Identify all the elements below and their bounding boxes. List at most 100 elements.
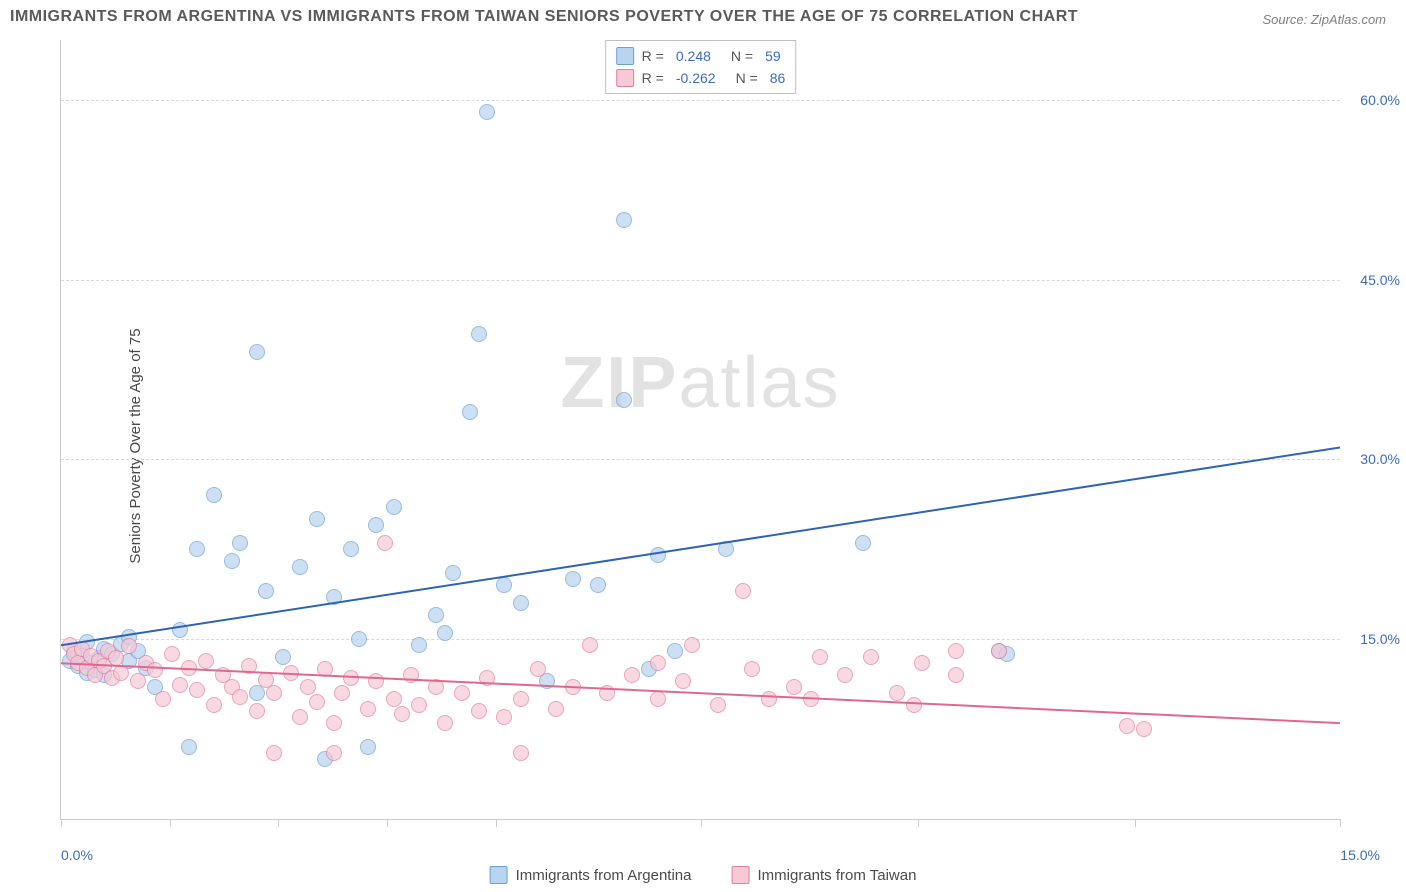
x-tick	[170, 819, 171, 827]
point-taiwan	[172, 677, 188, 693]
n-label: N =	[736, 70, 758, 86]
swatch-taiwan	[731, 866, 749, 884]
point-argentina	[479, 104, 495, 120]
legend-item-taiwan: Immigrants from Taiwan	[731, 866, 916, 884]
point-taiwan	[241, 658, 257, 674]
point-taiwan	[906, 697, 922, 713]
point-taiwan	[948, 667, 964, 683]
point-argentina	[351, 631, 367, 647]
point-argentina	[181, 739, 197, 755]
swatch-taiwan	[616, 69, 634, 87]
point-argentina	[206, 487, 222, 503]
series-legend: Immigrants from Argentina Immigrants fro…	[490, 866, 917, 884]
point-taiwan	[744, 661, 760, 677]
point-taiwan	[121, 638, 137, 654]
point-taiwan	[386, 691, 402, 707]
series-name-argentina: Immigrants from Argentina	[516, 867, 692, 884]
point-taiwan	[309, 694, 325, 710]
point-taiwan	[675, 673, 691, 689]
point-argentina	[292, 559, 308, 575]
point-taiwan	[300, 679, 316, 695]
point-taiwan	[189, 682, 205, 698]
point-argentina	[590, 577, 606, 593]
point-argentina	[616, 212, 632, 228]
watermark: ZIPatlas	[560, 342, 840, 424]
r-label: R =	[642, 48, 664, 64]
point-taiwan	[360, 701, 376, 717]
point-taiwan	[599, 685, 615, 701]
point-taiwan	[394, 706, 410, 722]
point-argentina	[513, 595, 529, 611]
point-taiwan	[582, 637, 598, 653]
gridline	[61, 639, 1340, 640]
point-taiwan	[1119, 718, 1135, 734]
series-name-taiwan: Immigrants from Taiwan	[757, 867, 916, 884]
point-taiwan	[496, 709, 512, 725]
point-argentina	[855, 535, 871, 551]
point-taiwan	[684, 637, 700, 653]
x-tick	[278, 819, 279, 827]
point-argentina	[386, 499, 402, 515]
point-taiwan	[326, 715, 342, 731]
point-argentina	[275, 649, 291, 665]
watermark-bold: ZIP	[560, 343, 678, 423]
point-taiwan	[548, 701, 564, 717]
point-taiwan	[1136, 721, 1152, 737]
point-taiwan	[837, 667, 853, 683]
point-taiwan	[650, 691, 666, 707]
point-argentina	[189, 541, 205, 557]
point-taiwan	[735, 583, 751, 599]
point-taiwan	[317, 661, 333, 677]
point-taiwan	[403, 667, 419, 683]
source-attribution: Source: ZipAtlas.com	[1262, 12, 1386, 27]
y-tick-label: 45.0%	[1360, 272, 1400, 288]
y-tick-label: 30.0%	[1360, 451, 1400, 467]
n-label: N =	[731, 48, 753, 64]
point-taiwan	[889, 685, 905, 701]
point-taiwan	[326, 745, 342, 761]
r-label: R =	[642, 70, 664, 86]
point-argentina	[326, 589, 342, 605]
point-taiwan	[377, 535, 393, 551]
correlation-chart: IMMIGRANTS FROM ARGENTINA VS IMMIGRANTS …	[0, 0, 1406, 892]
gridline	[61, 100, 1340, 101]
point-taiwan	[803, 691, 819, 707]
point-taiwan	[266, 745, 282, 761]
point-taiwan	[411, 697, 427, 713]
point-taiwan	[650, 655, 666, 671]
point-taiwan	[991, 643, 1007, 659]
point-taiwan	[266, 685, 282, 701]
point-argentina	[249, 344, 265, 360]
x-tick	[1340, 819, 1341, 827]
point-argentina	[224, 553, 240, 569]
x-tick	[61, 819, 62, 827]
correlation-legend: R = 0.248 N = 59 R = -0.262 N = 86	[605, 40, 797, 94]
point-taiwan	[513, 691, 529, 707]
point-taiwan	[786, 679, 802, 695]
point-argentina	[343, 541, 359, 557]
point-taiwan	[471, 703, 487, 719]
point-taiwan	[198, 653, 214, 669]
point-taiwan	[812, 649, 828, 665]
point-taiwan	[155, 691, 171, 707]
x-tick	[1135, 819, 1136, 827]
point-taiwan	[710, 697, 726, 713]
chart-title: IMMIGRANTS FROM ARGENTINA VS IMMIGRANTS …	[10, 8, 1078, 26]
legend-row-argentina: R = 0.248 N = 59	[616, 45, 786, 67]
r-value-argentina: 0.248	[676, 48, 711, 64]
point-taiwan	[624, 667, 640, 683]
point-argentina	[232, 535, 248, 551]
point-taiwan	[368, 673, 384, 689]
point-argentina	[667, 643, 683, 659]
gridline	[61, 459, 1340, 460]
point-taiwan	[113, 665, 129, 681]
point-taiwan	[334, 685, 350, 701]
point-taiwan	[292, 709, 308, 725]
point-argentina	[258, 583, 274, 599]
swatch-argentina	[490, 866, 508, 884]
y-tick-label: 60.0%	[1360, 92, 1400, 108]
point-argentina	[437, 625, 453, 641]
point-taiwan	[513, 745, 529, 761]
x-tick	[701, 819, 702, 827]
point-taiwan	[530, 661, 546, 677]
